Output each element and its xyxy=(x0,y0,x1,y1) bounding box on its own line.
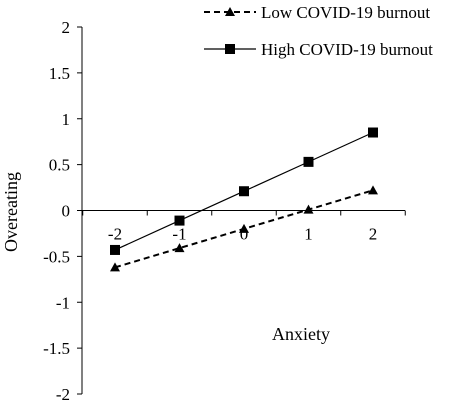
x-tick-label: -1 xyxy=(172,225,186,244)
x-tick-label: 2 xyxy=(369,225,378,244)
x-tick-label: 1 xyxy=(304,225,313,244)
data-point-triangle xyxy=(368,185,378,195)
legend-square-marker xyxy=(225,44,235,54)
data-point-triangle xyxy=(110,262,120,272)
y-tick-label: 1.5 xyxy=(49,64,70,83)
data-point-square xyxy=(174,215,185,226)
data-point-square xyxy=(368,127,378,138)
legend: Low COVID-19 burnout High COVID-19 burno… xyxy=(204,3,433,59)
data-point-square xyxy=(110,244,120,255)
y-tick-label: 0.5 xyxy=(49,156,70,175)
legend-triangle-marker xyxy=(225,7,235,16)
data-point-square xyxy=(303,156,314,167)
y-tick-label: -1.5 xyxy=(43,339,70,358)
legend-label-low: Low COVID-19 burnout xyxy=(261,3,430,22)
data-point-square xyxy=(239,186,249,197)
y-tick-label: -2 xyxy=(56,385,70,404)
x-tick-label: 0 xyxy=(240,225,249,244)
y-tick-label: 1 xyxy=(62,110,71,129)
y-tick-label: 2 xyxy=(62,18,71,37)
series-layer xyxy=(110,127,378,272)
data-point-triangle xyxy=(239,223,249,233)
y-tick-label: -0.5 xyxy=(43,247,70,266)
y-axis-title: Overeating xyxy=(1,172,21,252)
data-point-triangle xyxy=(303,204,314,214)
x-tick-label: -2 xyxy=(108,225,122,244)
data-point-triangle xyxy=(174,243,185,253)
y-tick-label: 0 xyxy=(62,202,71,221)
legend-label-high: High COVID-19 burnout xyxy=(261,40,433,59)
axes-layer: 2 1.5 1 0.5 0 -0.5 -1 -1.5 -2 -2 -1 0 1 2 xyxy=(43,18,406,404)
y-tick-label: -1 xyxy=(56,293,70,312)
x-axis-title: Anxiety xyxy=(272,324,330,344)
